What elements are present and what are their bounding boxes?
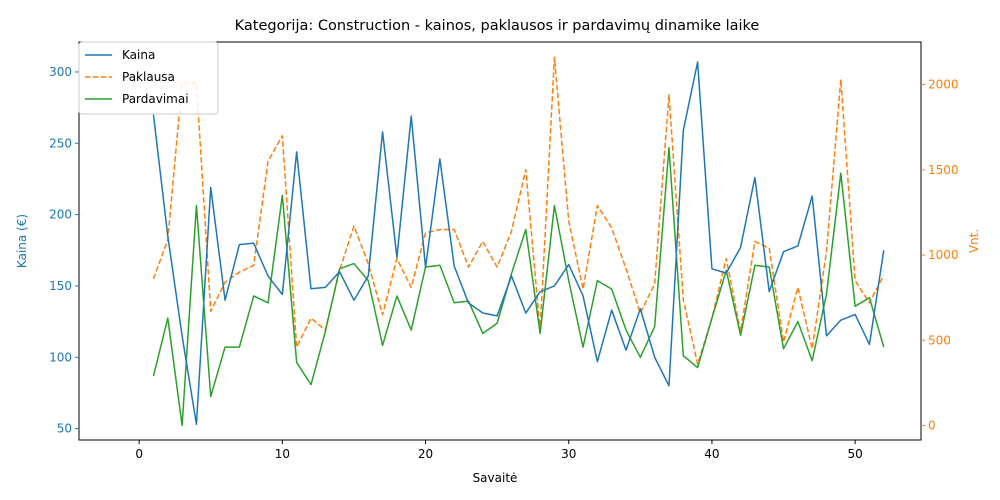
legend-label-paklausa: Paklausa — [122, 70, 175, 84]
x-axis: 0 10 20 30 40 50 — [135, 440, 863, 461]
x-tick-label: 50 — [847, 447, 862, 461]
y-axis-left: 50 100 150 200 250 300 — [49, 65, 79, 436]
x-tick-label: 0 — [135, 447, 143, 461]
legend: Kaina Paklausa Pardavimai — [78, 41, 219, 115]
series-line-kaina — [152, 61, 885, 426]
y-left-tick-label: 50 — [57, 422, 72, 436]
series-line-pardavimai — [152, 146, 885, 427]
y-right-tick-label: 1500 — [928, 163, 959, 177]
series-line-paklausa — [152, 56, 885, 365]
y-left-tick-label: 150 — [49, 279, 72, 293]
y-left-tick-label: 200 — [49, 208, 72, 222]
y-left-tick-label: 100 — [49, 350, 72, 364]
y-axis-left-label: Kaina (€) — [15, 214, 29, 268]
legend-label-kaina: Kaina — [122, 48, 155, 62]
y-right-tick-label: 2000 — [928, 78, 959, 92]
x-axis-label: Savaitė — [473, 471, 518, 485]
y-left-tick-label: 300 — [49, 65, 72, 79]
legend-label-pardavimai: Pardavimai — [122, 92, 189, 106]
y-right-tick-label: 1000 — [928, 248, 959, 262]
x-tick-label: 40 — [704, 447, 719, 461]
chart-title: Kategorija: Construction - kainos, pakla… — [235, 18, 760, 34]
plot-frame — [78, 41, 922, 441]
y-left-tick-label: 250 — [49, 136, 72, 150]
x-tick-label: 10 — [275, 447, 290, 461]
y-axis-right-label: Vnt. — [967, 229, 981, 253]
y-right-tick-label: 500 — [928, 333, 951, 347]
x-tick-label: 20 — [418, 447, 433, 461]
x-tick-label: 30 — [561, 447, 576, 461]
legend-box — [78, 41, 219, 115]
series-layer — [152, 56, 885, 427]
y-right-tick-label: 0 — [928, 419, 936, 433]
y-axis-right: 0 500 1000 1500 2000 — [921, 78, 959, 433]
